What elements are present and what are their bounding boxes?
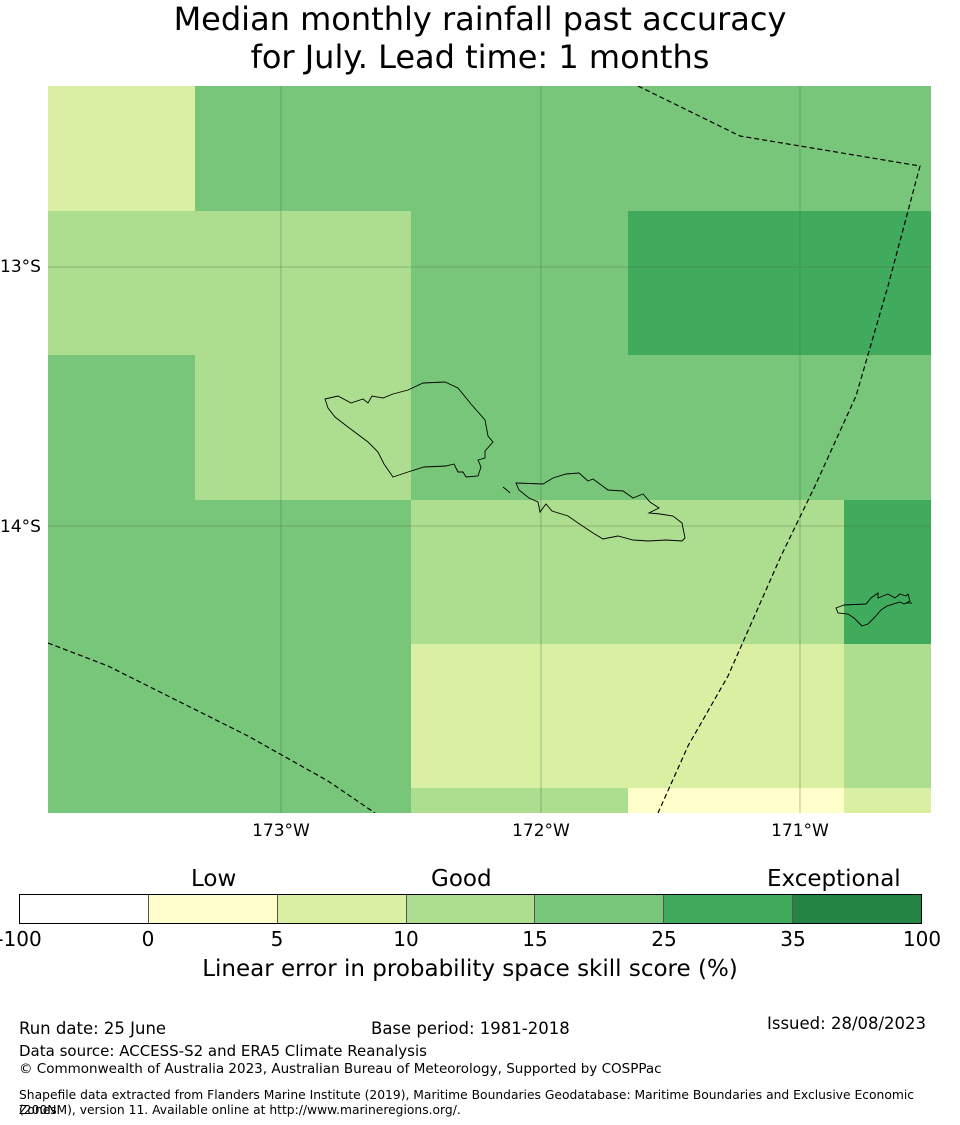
savaii-island (324, 381, 494, 478)
lon-label-172w: 172°W (512, 821, 570, 841)
shapefile-credit-2: (200NM), version 11. Available online at… (19, 1103, 461, 1117)
lon-label-173w: 173°W (252, 821, 310, 841)
eez-boundary-southwest (48, 642, 376, 813)
title-line-1: Median monthly rainfall past accuracy (173, 0, 787, 38)
colorbar-tick-label: 100 (902, 927, 942, 951)
colorbar-tick-label: 10 (393, 927, 419, 951)
grid-cell (48, 355, 195, 500)
grid-cell (844, 644, 931, 788)
grid-cell (195, 355, 411, 500)
legend-category-low: Low (191, 866, 237, 892)
grid-cell (411, 644, 844, 788)
colorbar-segment (148, 895, 278, 923)
grid-cell (411, 500, 844, 644)
grid-cell (48, 211, 411, 355)
copyright: © Commonwealth of Australia 2023, Austra… (19, 1061, 662, 1077)
colorbar-segment (793, 895, 922, 923)
coastlines (324, 381, 912, 627)
maritime-boundaries (48, 86, 921, 813)
grid-cell (411, 211, 628, 355)
run-date: Run date: 25 June (19, 1019, 167, 1038)
shapefile-credit-1: Shapefile data extracted from Flanders M… (19, 1088, 915, 1117)
eez-boundary-east (637, 86, 921, 813)
grid-cell (48, 788, 411, 813)
colorbar-segment (277, 895, 407, 923)
colorbar-segment (535, 895, 665, 923)
apolima-islet (502, 486, 511, 494)
grid-cell (411, 355, 931, 500)
colorbar-segment (406, 895, 536, 923)
grid-cell (628, 788, 844, 813)
colorbar-tick-label: -100 (0, 927, 42, 951)
lon-label-171w: 171°W (771, 821, 829, 841)
colorbar-tick-label: 25 (651, 927, 677, 951)
map-title: Median monthly rainfall past accuracy fo… (0, 0, 960, 76)
colorbar-tick-label: 15 (522, 927, 548, 951)
grid-cell (48, 644, 411, 788)
legend-category-exceptional: Exceptional (767, 866, 901, 892)
grid-cell (195, 86, 931, 211)
grid-cell (844, 500, 931, 644)
base-period: Base period: 1981-2018 (371, 1019, 570, 1038)
skill-map (48, 86, 931, 813)
colorbar (19, 894, 922, 924)
colorbar-tick-label: 35 (780, 927, 806, 951)
colorbar-label: Linear error in probability space skill … (202, 956, 738, 982)
colorbar-tick-label: 5 (270, 927, 284, 951)
issued-date: Issued: 28/08/2023 (767, 1014, 927, 1033)
colorbar-segment (20, 895, 149, 923)
legend-category-good: Good (431, 866, 492, 892)
grid-cell (628, 211, 931, 355)
colorbar-tick-label: 0 (141, 927, 155, 951)
grid-cell (844, 788, 931, 813)
grid-cell (48, 500, 411, 644)
tutuila-island (835, 592, 911, 627)
upolu-island (515, 472, 686, 542)
grid-cell (411, 788, 628, 813)
data-source: Data source: ACCESS-S2 and ERA5 Climate … (19, 1042, 427, 1060)
colorbar-segment (664, 895, 794, 923)
map-overlay (48, 86, 931, 813)
graticule (48, 86, 931, 813)
lat-label-14s: 14°S (0, 517, 41, 537)
title-line-2: for July. Lead time: 1 months (250, 38, 710, 76)
lat-label-13s: 13°S (0, 257, 41, 277)
grid-cell (48, 86, 195, 211)
